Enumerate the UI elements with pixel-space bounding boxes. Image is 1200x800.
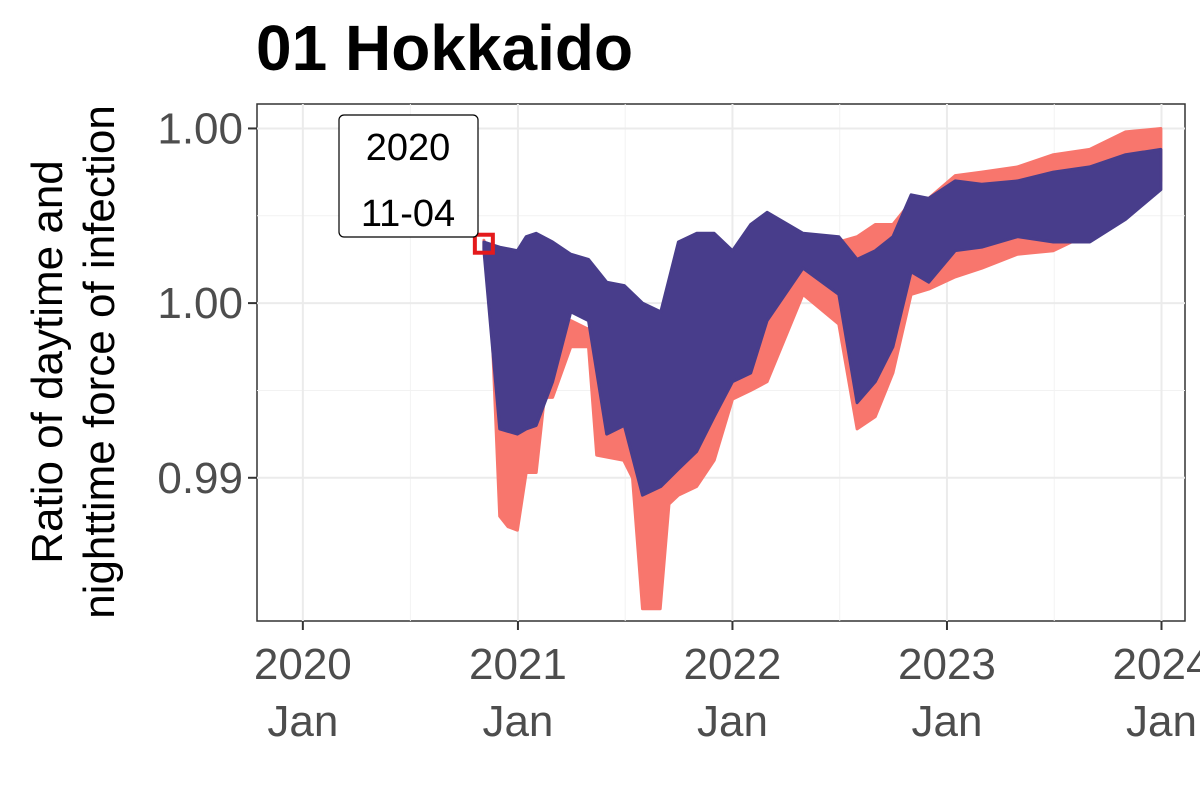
y-axis-label-line-2: nighttime force of infection [75, 105, 124, 619]
x-tick-label-month: Jan [697, 697, 768, 746]
annotation-point [472, 232, 495, 255]
x-axis-ticks: 2020 Jan 2021 Jan 2022 Jan 2023 Jan 2024 Jan [254, 621, 1200, 746]
annotation-marker [472, 232, 495, 255]
y-tick-label: 1.00 [157, 104, 243, 153]
y-axis-label: Ratio of daytime and nighttime force of … [23, 105, 124, 619]
annotation-box [338, 114, 479, 238]
y-axis-label-line-1: Ratio of daytime and [23, 160, 72, 564]
chart-title: 01 Hokkaido [256, 12, 633, 84]
x-tick-label-month: Jan [911, 697, 982, 746]
x-tick-label-year: 2022 [684, 640, 782, 689]
x-tick-label-year: 2024 [1113, 640, 1200, 689]
y-tick-label: 1.00 [157, 279, 243, 328]
x-tick-label-month: Jan [482, 697, 553, 746]
y-tick-label: 0.99 [157, 454, 243, 503]
x-tick-label-year: 2021 [469, 640, 567, 689]
series-band-2 [482, 147, 1163, 497]
series-bands [482, 127, 1163, 611]
annotation-label: 2020 11-04 [338, 114, 479, 238]
annotation-year: 2020 [366, 127, 451, 169]
x-tick-label-year: 2023 [898, 640, 996, 689]
annotation-date: 11-04 [361, 193, 455, 235]
x-tick-label-month: Jan [1126, 697, 1197, 746]
x-tick-label-month: Jan [267, 697, 338, 746]
y-axis-ticks: 0.99 1.00 1.00 [157, 104, 257, 503]
x-tick-label-year: 2020 [254, 640, 352, 689]
